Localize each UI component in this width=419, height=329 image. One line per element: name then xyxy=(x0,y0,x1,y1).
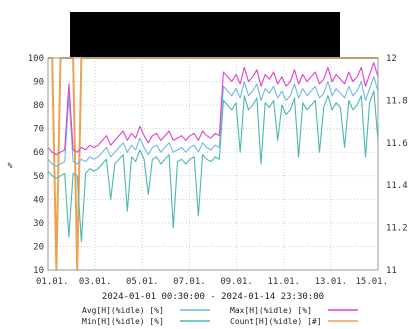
y-axis-label: % xyxy=(8,161,13,170)
legend-label-0: Avg[H](%idle) [%] xyxy=(82,306,164,315)
legend-label-1: Max[H](%idle) [%] xyxy=(230,306,312,315)
legend: Avg[H](%idle) [%] Max[H](%idle) [%] Min[H]… xyxy=(82,306,358,326)
legend-label-2: Min[H](%idle) [%] xyxy=(82,317,164,326)
y-tick-label: 20 xyxy=(33,242,44,252)
plot-frame xyxy=(47,57,379,271)
y-tick-label: 10 xyxy=(33,266,44,276)
y-tick-label: 50 xyxy=(33,172,44,182)
series-line-1 xyxy=(47,62,379,156)
y-tick-label: 100 xyxy=(28,54,44,64)
chart-subtitle: 2024-01-01 00:30:00 - 2024-01-14 23:30:0… xyxy=(102,292,324,302)
y2-tick-label: 11.4 xyxy=(386,181,408,191)
x-tick-label: 07.01. xyxy=(173,277,206,287)
y2-tick-label: 11.6 xyxy=(386,139,408,149)
y2-tick-label: 12 xyxy=(386,54,397,64)
y2-tick-label: 11 xyxy=(386,266,397,276)
x-tick-label: 03.01. xyxy=(79,277,112,287)
header-redaction-box xyxy=(70,12,340,57)
y-tick-label: 70 xyxy=(33,125,44,135)
y2-axis-ticks: 11 11.2 11.4 11.6 11.8 12 xyxy=(386,54,408,276)
x-axis-ticks: 01.01. 03.01. 05.01. 07.01. 09.01. 11.01. 13.0… xyxy=(36,277,388,287)
x-tick-label: 05.01. xyxy=(126,277,159,287)
y-axis-ticks: 10 20 30 40 50 60 70 80 90 100 xyxy=(28,54,44,276)
y2-tick-label: 11.8 xyxy=(386,96,408,106)
x-tick-label: 15.01. xyxy=(355,277,388,287)
series-layer xyxy=(47,57,379,271)
series-line-0 xyxy=(47,76,379,167)
legend-label-3: Count[H](%idle) [#] xyxy=(230,317,322,326)
x-tick-label: 01.01. xyxy=(36,277,69,287)
y-tick-label: 80 xyxy=(33,101,44,111)
x-tick-label: 09.01. xyxy=(220,277,253,287)
grid xyxy=(47,57,379,271)
x-tick-label: 11.01. xyxy=(267,277,300,287)
y2-tick-label: 11.2 xyxy=(386,224,408,234)
y-tick-label: 30 xyxy=(33,219,44,229)
series-line-2 xyxy=(47,90,379,243)
y-tick-label: 90 xyxy=(33,78,44,88)
y-tick-label: 40 xyxy=(33,195,44,205)
x-tick-label: 13.01. xyxy=(315,277,348,287)
y-tick-label: 60 xyxy=(33,148,44,158)
series-line-3 xyxy=(48,57,378,271)
